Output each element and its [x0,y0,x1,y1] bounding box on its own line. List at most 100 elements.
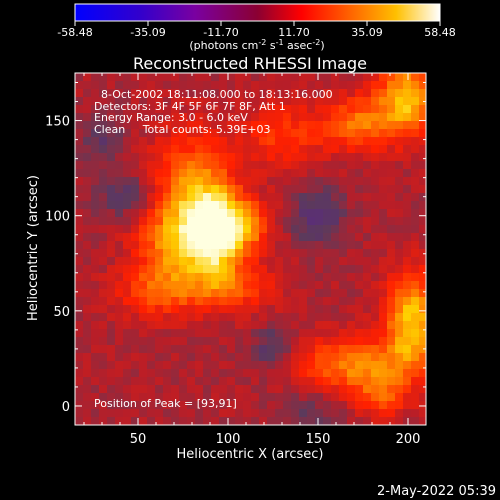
heatmap-cell [371,225,380,234]
heatmap-cell [131,73,140,82]
x-axis-label: Heliocentric X (arcsec) [177,447,324,462]
heatmap-cell [211,73,220,82]
heatmap-cell [339,161,348,170]
heatmap-cell [123,129,132,138]
heatmap-cell [187,169,196,178]
heatmap-cell [171,113,180,122]
heatmap-cell [227,121,236,130]
heatmap-cell [179,313,188,322]
heatmap-cell [83,321,92,330]
heatmap-cell [363,369,372,378]
heatmap-cell [219,281,228,290]
heatmap-cell [219,105,228,114]
heatmap-cell [155,121,164,130]
heatmap-cell [395,193,404,202]
heatmap-cell [275,361,284,370]
heatmap-cell [347,201,356,210]
heatmap-cell [323,345,332,354]
heatmap-cell [171,385,180,394]
heatmap-cell [267,289,276,298]
heatmap-cell [363,201,372,210]
heatmap-cell [99,377,108,386]
heatmap-cell [75,281,84,290]
heatmap-cell [115,273,124,282]
heatmap-cell [227,81,236,90]
heatmap-cell [171,161,180,170]
heatmap-cell [275,305,284,314]
heatmap-cell [355,337,364,346]
y-tick-label: 0 [62,400,70,415]
heatmap-cell [107,185,116,194]
heatmap-cell [147,97,156,106]
heatmap-cell [419,81,427,90]
heatmap-cell [387,369,396,378]
heatmap-cell [419,273,427,282]
heatmap-cell [387,417,396,426]
heatmap-cell [123,217,132,226]
heatmap-cell [227,217,236,226]
heatmap-cell [131,305,140,314]
heatmap-cell [243,209,252,218]
heatmap-cell [403,345,412,354]
heatmap-cell [275,113,284,122]
heatmap-cell [243,361,252,370]
heatmap-cell [179,385,188,394]
heatmap-cell [211,361,220,370]
heatmap-cell [267,233,276,242]
heatmap-cell [219,257,228,266]
heatmap-cell [355,257,364,266]
heatmap-cell [203,305,212,314]
heatmap-cell [331,209,340,218]
heatmap-cell [347,97,356,106]
heatmap-cell [131,377,140,386]
heatmap-cell [171,273,180,282]
heatmap-cell [291,105,300,114]
heatmap-cell [315,185,324,194]
heatmap-cell [187,305,196,314]
heatmap-cell [235,273,244,282]
heatmap-cell [107,97,116,106]
heatmap-cell [307,329,316,338]
heatmap-cell [91,377,100,386]
heatmap-cell [363,113,372,122]
heatmap-cell [179,257,188,266]
heatmap-cell [75,121,84,130]
heatmap-cell [227,89,236,98]
heatmap-cell [171,193,180,202]
heatmap-cell [259,89,268,98]
heatmap-cell [155,161,164,170]
heatmap-cell [419,225,427,234]
heatmap-cell [331,145,340,154]
heatmap-cell [195,313,204,322]
heatmap-cell [251,153,260,162]
heatmap-cell [323,105,332,114]
heatmap-cell [403,89,412,98]
heatmap-cell [179,137,188,146]
heatmap-cell [179,185,188,194]
heatmap-cell [83,177,92,186]
heatmap-cell [283,241,292,250]
heatmap-cell [283,369,292,378]
heatmap-cell [131,113,140,122]
heatmap-cell [283,105,292,114]
heatmap-cell [355,81,364,90]
heatmap-cell [267,313,276,322]
heatmap-cell [75,225,84,234]
annotation-detectors: Detectors: 3F 4F 5F 6F 7F 8F, Att 1 [94,100,286,113]
heatmap-cell [411,241,420,250]
heatmap-cell [211,201,220,210]
heatmap-cell [131,153,140,162]
heatmap-cell [115,121,124,130]
heatmap-cell [371,329,380,338]
heatmap-cell [379,105,388,114]
heatmap-cell [131,137,140,146]
heatmap-cell [75,289,84,298]
heatmap-cell [347,81,356,90]
heatmap-cell [307,273,316,282]
heatmap-cell [419,233,427,242]
heatmap-cell [419,353,427,362]
heatmap-cell [163,257,172,266]
heatmap-cell [163,305,172,314]
heatmap-cell [251,257,260,266]
heatmap-cell [139,233,148,242]
